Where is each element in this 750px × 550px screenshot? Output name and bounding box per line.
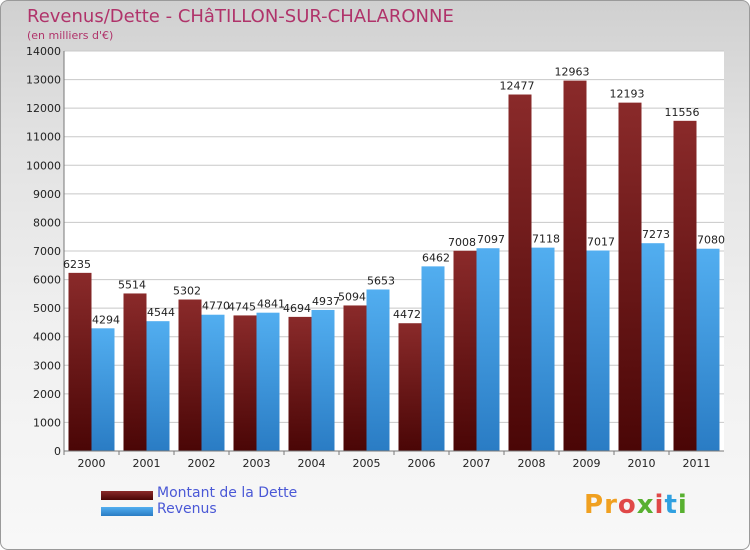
y-tick-label: 0 xyxy=(54,445,61,458)
y-tick-label: 10000 xyxy=(26,159,61,172)
bar-dette xyxy=(233,315,257,451)
data-label-revenus: 7118 xyxy=(532,233,560,246)
data-label-dette: 11556 xyxy=(665,106,700,119)
bar-dette xyxy=(453,250,477,451)
bar-dette xyxy=(288,316,312,451)
bar-dette xyxy=(398,323,422,451)
bar-dette xyxy=(68,272,92,451)
bar-revenus xyxy=(696,248,720,451)
x-tick-label: 2010 xyxy=(628,457,656,470)
x-tick-label: 2011 xyxy=(683,457,711,470)
data-label-revenus: 4294 xyxy=(92,313,120,326)
bar-revenus xyxy=(146,321,170,451)
bar-revenus xyxy=(641,243,665,451)
bar-revenus xyxy=(421,266,445,451)
bars xyxy=(68,80,720,451)
y-tick-label: 11000 xyxy=(26,131,61,144)
data-label-revenus: 7017 xyxy=(587,236,615,249)
bar-dette xyxy=(508,94,532,451)
data-label-revenus: 4544 xyxy=(147,306,175,319)
data-label-revenus: 4937 xyxy=(312,295,340,308)
y-tick-label: 5000 xyxy=(33,302,61,315)
grid-lines xyxy=(64,50,724,452)
bar-revenus xyxy=(366,289,390,451)
x-tick-label: 2009 xyxy=(573,457,601,470)
bar-dette xyxy=(123,293,147,451)
bar-revenus xyxy=(91,328,115,451)
data-label-revenus: 5653 xyxy=(367,274,395,287)
bar-dette xyxy=(178,299,202,451)
x-tick-label: 2004 xyxy=(298,457,326,470)
bar-dette xyxy=(343,305,367,451)
bar-revenus xyxy=(476,248,500,451)
data-label-revenus: 7273 xyxy=(642,228,670,241)
data-label-dette: 5514 xyxy=(118,278,146,291)
bar-revenus xyxy=(201,314,225,451)
bar-dette xyxy=(563,80,587,451)
legend-swatch-debt xyxy=(101,491,153,500)
data-label-revenus: 7097 xyxy=(477,233,505,246)
data-label-revenus: 4841 xyxy=(257,298,285,311)
x-tick-label: 2002 xyxy=(188,457,216,470)
bar-revenus xyxy=(311,309,335,451)
bar-revenus xyxy=(531,247,555,451)
legend-swatch-revenus xyxy=(101,507,153,516)
chart-title: Revenus/Dette - CHâTILLON-SUR-CHALARONNE xyxy=(27,6,454,27)
bar-dette xyxy=(618,102,642,451)
x-tick-label: 2007 xyxy=(463,457,491,470)
y-tick-label: 8000 xyxy=(33,216,61,229)
data-label-revenus: 7080 xyxy=(697,234,725,247)
data-label-dette: 4472 xyxy=(393,308,421,321)
y-tick-label: 1000 xyxy=(33,416,61,429)
data-label-dette: 7008 xyxy=(448,236,476,249)
data-label-dette: 4745 xyxy=(228,300,256,313)
x-tick-label: 2003 xyxy=(243,457,271,470)
bar-revenus xyxy=(586,250,610,451)
y-tick-label: 6000 xyxy=(33,274,61,287)
bar-revenus xyxy=(256,312,280,451)
y-tick-label: 13000 xyxy=(26,74,61,87)
y-tick-label: 7000 xyxy=(33,245,61,258)
axes: 0 1000 2000 3000 4000 5000 6000 7000 8000 9000 100… xyxy=(26,45,724,470)
legend-label-debt: Montant de la Dette xyxy=(157,485,298,501)
y-tick-label: 14000 xyxy=(26,45,61,58)
x-tick-label: 2001 xyxy=(133,457,161,470)
data-label-dette: 12193 xyxy=(610,88,645,101)
y-tick-label: 9000 xyxy=(33,188,61,201)
y-tick-label: 4000 xyxy=(33,331,61,344)
y-tick-label: 3000 xyxy=(33,359,61,372)
x-tick-label: 2008 xyxy=(518,457,546,470)
data-label-revenus: 4770 xyxy=(202,300,230,313)
y-tick-label: 2000 xyxy=(33,388,61,401)
x-tick-label: 2006 xyxy=(408,457,436,470)
data-label-dette: 12477 xyxy=(500,80,535,93)
data-label-dette: 5302 xyxy=(173,285,201,298)
data-label-dette: 6235 xyxy=(63,258,91,271)
data-label-dette: 4694 xyxy=(283,302,311,315)
x-tick-label: 2005 xyxy=(353,457,381,470)
legend-label-revenus: Revenus xyxy=(157,501,217,517)
y-tick-label: 12000 xyxy=(26,102,61,115)
x-tick-label: 2000 xyxy=(78,457,106,470)
proxiti-logo: Proxiti xyxy=(584,490,688,520)
data-label-dette: 12963 xyxy=(555,66,590,79)
data-label-dette: 5094 xyxy=(338,290,366,303)
data-label-revenus: 6462 xyxy=(422,251,450,264)
chart-subtitle: (en milliers d'€) xyxy=(27,29,114,42)
bar-dette xyxy=(673,120,697,451)
